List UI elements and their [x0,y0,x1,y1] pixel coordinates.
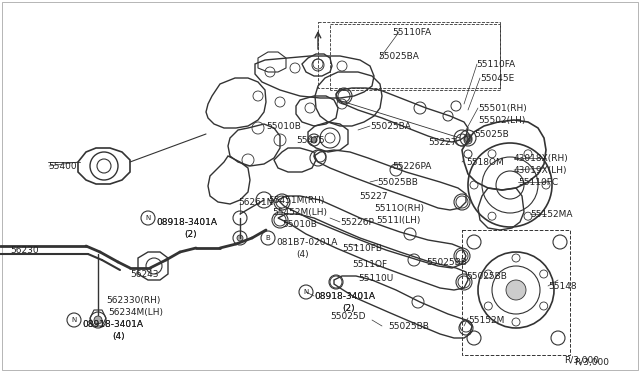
Text: 562330(RH): 562330(RH) [106,296,161,305]
Text: 55226PA: 55226PA [392,162,431,171]
Text: 55452M(LH): 55452M(LH) [272,208,327,217]
Text: 55110FB: 55110FB [342,244,382,253]
Text: 08918-3401A: 08918-3401A [156,218,217,227]
Text: 55045E: 55045E [480,74,515,83]
Text: (4): (4) [296,250,308,259]
Text: 56261N: 56261N [238,198,273,207]
Text: 55226P: 55226P [340,218,374,227]
Text: 55025BB: 55025BB [388,322,429,331]
Circle shape [311,137,317,143]
Text: 55025BA: 55025BA [378,52,419,61]
Text: 55110FA: 55110FA [392,28,431,37]
Text: 55152MA: 55152MA [530,210,573,219]
Circle shape [506,280,526,300]
Text: 56234M(LH): 56234M(LH) [108,308,163,317]
Text: 55025BB: 55025BB [466,272,507,281]
Text: N: N [72,317,77,323]
Text: 55502(LH): 55502(LH) [478,116,525,125]
Text: N: N [303,289,308,295]
Text: (2): (2) [342,304,355,313]
Text: 55110FC: 55110FC [518,178,558,187]
Text: 55227: 55227 [359,192,387,201]
Text: N: N [145,215,150,221]
Text: 55025BB: 55025BB [426,258,467,267]
Text: 56230: 56230 [10,246,38,255]
Text: 5511I(LH): 5511I(LH) [376,216,420,225]
Text: 5518OM: 5518OM [466,158,504,167]
Text: 55025B: 55025B [474,130,509,139]
Text: 55010B: 55010B [266,122,301,131]
Text: 08918-3401A: 08918-3401A [314,292,375,301]
Text: (2): (2) [342,304,355,313]
Text: 43019X(LH): 43019X(LH) [514,166,568,175]
Circle shape [464,134,472,142]
Text: 08918-3401A: 08918-3401A [314,292,375,301]
Text: R/3,000: R/3,000 [564,356,599,365]
Text: 55110U: 55110U [358,274,393,283]
Circle shape [94,316,102,324]
Text: 55152M: 55152M [468,316,504,325]
Text: 55451M(RH): 55451M(RH) [268,196,324,205]
Circle shape [237,235,243,241]
Text: 55025BA: 55025BA [370,122,411,131]
Text: (4): (4) [112,332,125,341]
Text: 55227: 55227 [428,138,456,147]
Text: 56243: 56243 [130,270,159,279]
Text: 08918-3401A: 08918-3401A [82,320,143,329]
Text: 081B7-0201A: 081B7-0201A [276,238,337,247]
Text: 55110FA: 55110FA [476,60,515,69]
Text: 55025BB: 55025BB [377,178,418,187]
Text: 55400: 55400 [48,162,77,171]
Text: 55010B: 55010B [282,220,317,229]
Text: 43018X(RH): 43018X(RH) [514,154,569,163]
Text: R/3,000: R/3,000 [574,358,609,367]
Text: 55501(RH): 55501(RH) [478,104,527,113]
Text: 08918-3401A: 08918-3401A [82,320,143,329]
Text: (2): (2) [184,230,196,239]
Text: 55148: 55148 [548,282,577,291]
Text: 55475: 55475 [296,136,324,145]
Text: 5511OF: 5511OF [352,260,387,269]
Text: 55025D: 55025D [330,312,365,321]
Text: 08918-3401A: 08918-3401A [156,218,217,227]
Text: (4): (4) [112,332,125,341]
Text: (2): (2) [184,230,196,239]
Text: 5511O(RH): 5511O(RH) [374,204,424,213]
Text: B: B [266,235,270,241]
